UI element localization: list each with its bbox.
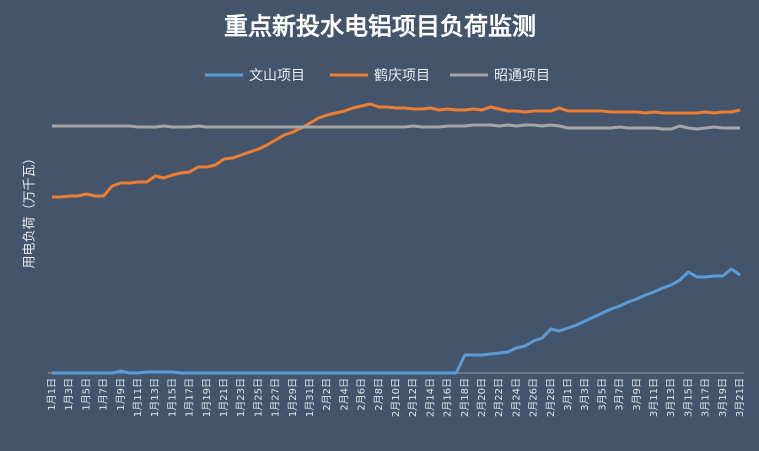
x-tick-label: 1月29日: [287, 378, 299, 417]
x-tick-label: 1月13日: [149, 378, 161, 417]
x-tick-label: 3月19日: [717, 378, 729, 417]
x-tick-label: 3月5日: [596, 378, 608, 411]
x-tick-label: 1月21日: [218, 378, 230, 417]
x-tick-label: 1月25日: [252, 378, 264, 417]
x-tick-label: 1月15日: [166, 378, 178, 417]
x-tick-label: 1月17日: [184, 378, 196, 417]
x-tick-label: 2月6日: [356, 378, 368, 411]
x-tick-label: 2月2日: [321, 378, 333, 411]
x-tick-label: 3月9日: [631, 378, 643, 411]
x-tick-label: 1月27日: [270, 378, 282, 417]
series-line: [52, 267, 741, 375]
legend-label: 鹤庆项目: [374, 68, 430, 84]
x-tick-label: 1月5日: [80, 378, 92, 411]
legend-label: 文山项目: [249, 68, 305, 84]
x-tick-label: 2月8日: [373, 378, 385, 411]
x-tick-label: 3月15日: [682, 378, 694, 417]
x-tick-label: 3月13日: [665, 378, 677, 417]
x-tick-label: 1月9日: [115, 378, 127, 411]
y-axis-label: 用电负荷（万千瓦）: [23, 151, 38, 268]
x-tick-label: 2月12日: [407, 378, 419, 417]
x-tick-label: 1月7日: [98, 378, 110, 411]
x-tick-label: 3月7日: [614, 378, 626, 411]
x-tick-label: 2月10日: [390, 378, 402, 417]
x-tick-label: 2月14日: [424, 378, 436, 417]
x-tick-label: 2月22日: [493, 378, 505, 417]
x-tick-label: 1月1日: [46, 378, 58, 411]
x-tick-label: 1月11日: [132, 378, 144, 417]
x-tick-label: 1月3日: [63, 378, 75, 411]
x-tick-label: 3月11日: [648, 378, 660, 417]
x-tick-label: 1月19日: [201, 378, 213, 417]
x-tick-label: 2月26日: [528, 378, 540, 417]
x-tick-label: 2月20日: [476, 378, 488, 417]
x-tick-label: 3月17日: [700, 378, 712, 417]
legend-label: 昭通项目: [494, 68, 550, 84]
x-tick-label: 2月4日: [338, 378, 350, 411]
x-tick-label: 1月31日: [304, 378, 316, 417]
x-tick-label: 3月3日: [579, 378, 591, 411]
x-tick-label: 2月18日: [459, 378, 471, 417]
series-line: [52, 102, 741, 199]
x-tick-label: 2月24日: [510, 378, 522, 417]
x-tick-label: 2月16日: [442, 378, 454, 417]
x-tick-label: 3月21日: [734, 378, 746, 417]
x-tick-label: 2月28日: [545, 378, 557, 417]
chart-title: 重点新投水电铝项目负荷监测: [224, 12, 536, 41]
x-tick-label: 3月1日: [562, 378, 574, 411]
x-tick-label: 1月23日: [235, 378, 247, 417]
series-line: [52, 123, 740, 131]
